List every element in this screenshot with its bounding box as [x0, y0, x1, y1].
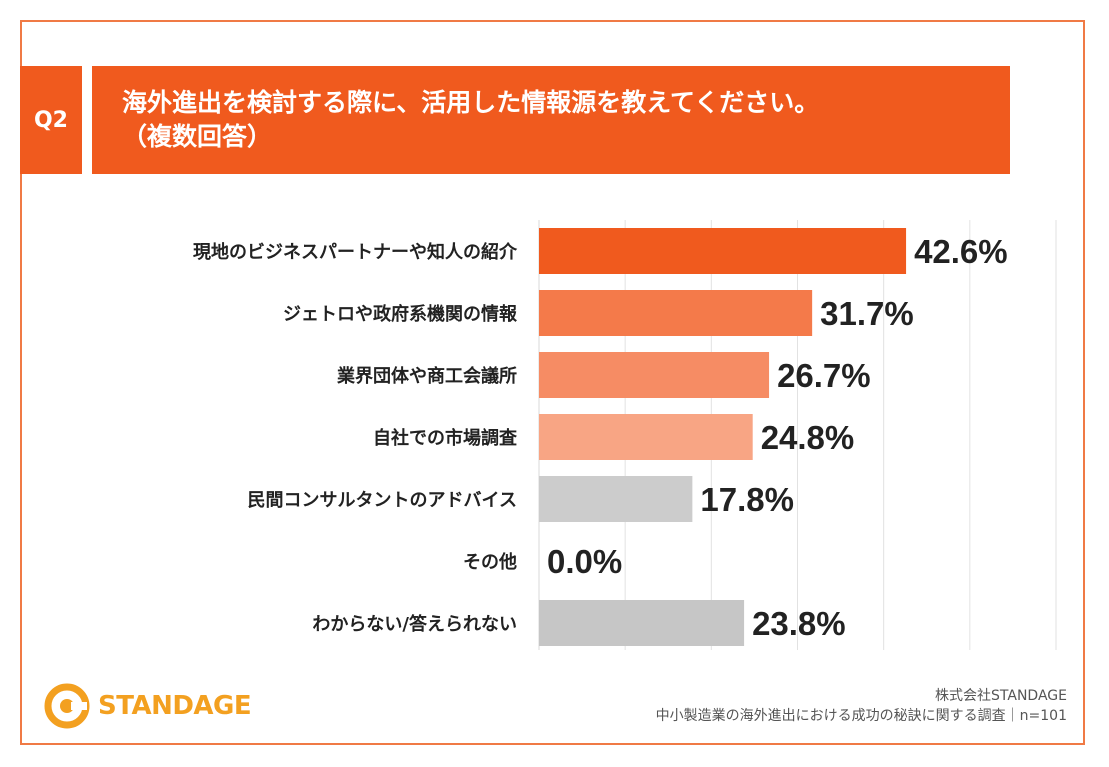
bar	[539, 228, 907, 274]
bar	[539, 476, 693, 522]
category-label: 現地のビジネスパートナーや知人の紹介	[193, 241, 518, 263]
standage-logo-icon	[44, 683, 90, 729]
bar	[539, 352, 770, 398]
value-label: 23.8%	[752, 605, 846, 642]
credit-company: 株式会社STANDAGE	[935, 688, 1067, 704]
question-text-line2: （複数回答）	[122, 122, 273, 151]
category-label: 業界団体や商工会議所	[336, 365, 517, 387]
category-label: ジェトロや政府系機関の情報	[283, 303, 518, 325]
question-badge: Q2	[20, 66, 82, 174]
outer-frame	[20, 20, 1085, 745]
bar	[539, 290, 813, 336]
category-label: 自社での市場調査	[373, 427, 517, 449]
question-text-line1: 海外進出を検討する際に、活用した情報源を教えてください。	[122, 88, 820, 117]
category-label: その他	[463, 551, 517, 573]
logo-wordmark: STANDAGE	[98, 691, 252, 721]
category-label: わからない/答えられない	[312, 613, 517, 635]
standage-logo: STANDAGE	[44, 683, 252, 729]
bar	[539, 414, 753, 460]
value-label: 42.6%	[914, 233, 1008, 270]
question-banner: 海外進出を検討する際に、活用した情報源を教えてください。 （複数回答）	[92, 66, 1010, 174]
value-label: 17.8%	[700, 481, 794, 518]
credit-survey: 中小製造業の海外進出における成功の秘訣に関する調査｜n=101	[655, 708, 1067, 724]
category-label: 民間コンサルタントのアドバイス	[248, 490, 517, 511]
credit-block: 株式会社STANDAGE 中小製造業の海外進出における成功の秘訣に関する調査｜n…	[656, 686, 1067, 726]
value-label: 26.7%	[777, 357, 871, 394]
value-label: 0.0%	[547, 543, 622, 580]
bar	[539, 600, 745, 646]
question-number: Q2	[33, 107, 68, 133]
value-label: 24.8%	[761, 419, 855, 456]
value-label: 31.7%	[820, 295, 914, 332]
